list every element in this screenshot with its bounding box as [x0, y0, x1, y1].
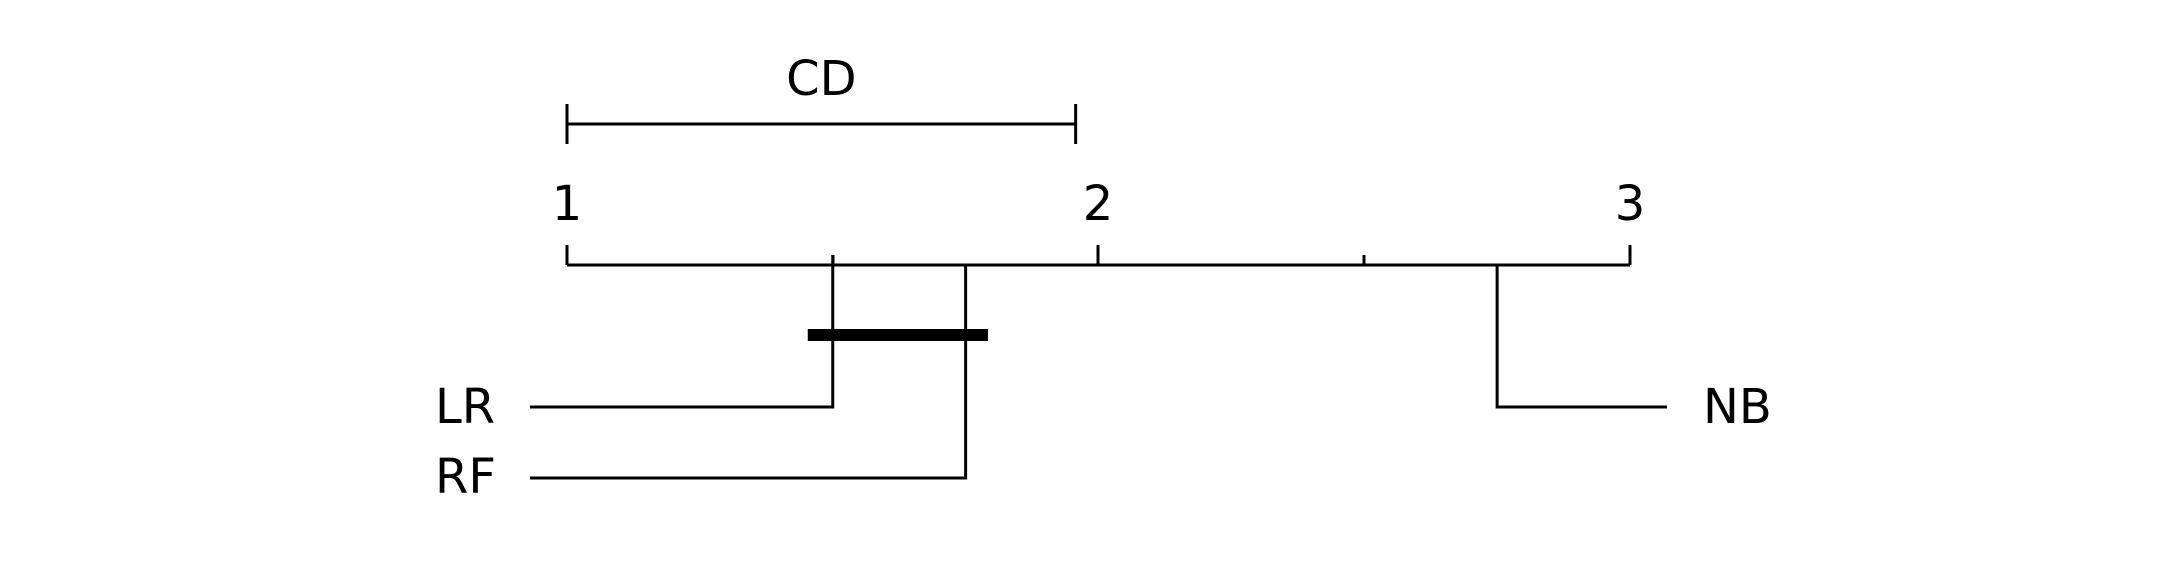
cd-label: CD — [786, 51, 856, 107]
axis-tick-label-2: 2 — [1083, 176, 1114, 232]
method-label-nb: NB — [1703, 379, 1772, 435]
method-label-rf: RF — [435, 449, 496, 505]
method-connectors — [530, 255, 1667, 480]
connector-nb — [1495, 265, 1667, 409]
axis-tick-label-1: 1 — [552, 176, 583, 232]
axis-tick-label-3: 3 — [1615, 176, 1646, 232]
method-label-lr: LR — [435, 379, 495, 435]
rank-axis: 1 2 3 — [552, 176, 1646, 267]
connector-rf — [530, 265, 968, 480]
connector-lr — [530, 255, 835, 409]
cd-indicator: CD — [565, 51, 1078, 144]
